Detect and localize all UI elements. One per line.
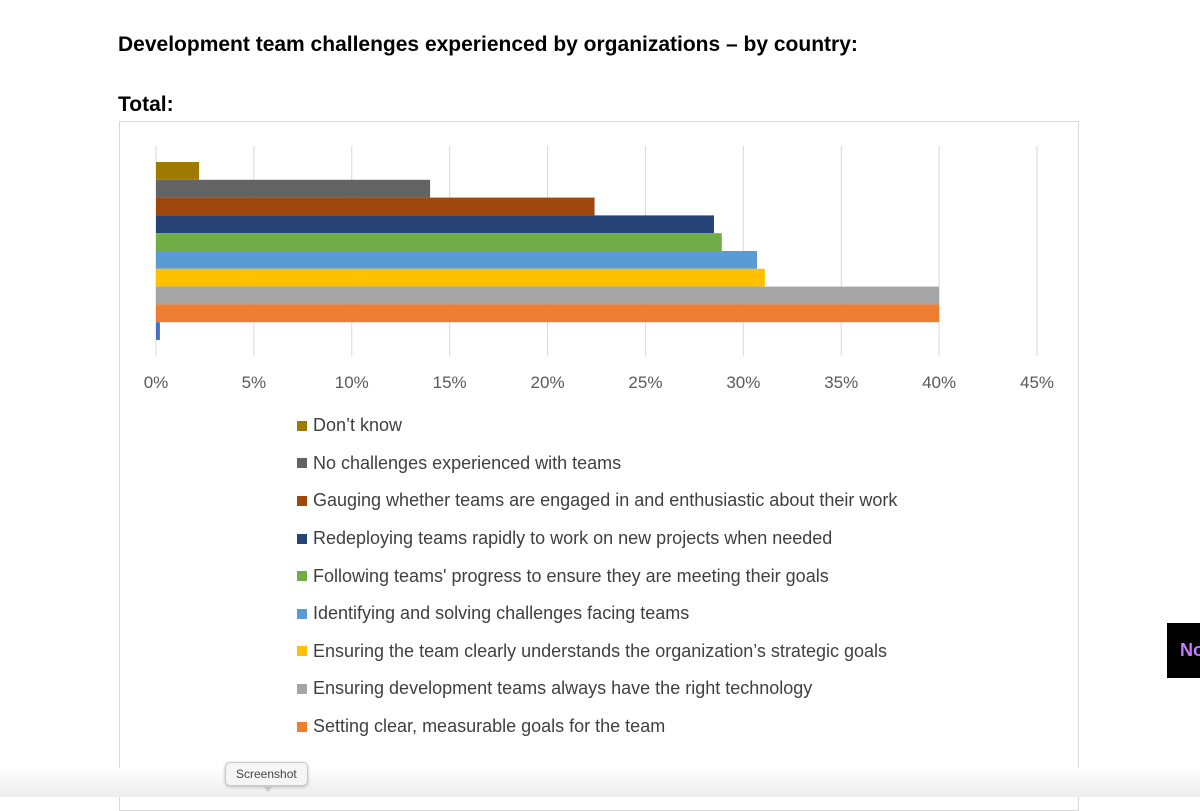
x-tick-label: 20%: [531, 373, 565, 392]
screenshot-tooltip: Screenshot: [225, 762, 308, 786]
x-tick-label: 15%: [433, 373, 467, 392]
chart-legend: Don’t know No challenges experienced with…: [297, 407, 897, 745]
bar: [156, 215, 714, 234]
legend-swatch: [297, 683, 307, 694]
legend-label: Following teams' progress to ensure they…: [313, 565, 829, 586]
legend-swatch: [297, 458, 307, 469]
legend-swatch: [297, 571, 307, 582]
tooltip-arrow: [262, 785, 274, 792]
legend-item: Gauging whether teams are engaged in and…: [297, 482, 897, 520]
legend-swatch: [297, 420, 307, 431]
bar: [156, 268, 765, 287]
legend-label: Don’t know: [313, 415, 403, 436]
side-widget-button[interactable]: No: [1167, 623, 1200, 678]
legend-swatch: [297, 646, 307, 657]
legend-item: No challenges experienced with teams: [297, 445, 897, 483]
legend-swatch: [297, 495, 307, 506]
bottom-toolbar: [0, 768, 1200, 797]
bar: [156, 179, 431, 198]
legend-item: Redeploying teams rapidly to work on new…: [297, 520, 897, 558]
bar-chart: 0% 5% 10% 15% 20% 25% 30% 35% 40% 45%: [144, 146, 1054, 392]
legend-item: Setting clear, measurable goals for the …: [297, 708, 897, 746]
legend-item: Identifying and solving challenges facin…: [297, 595, 897, 633]
chart-title: Development team challenges experienced …: [118, 33, 858, 56]
x-tick-label: 45%: [1020, 373, 1054, 392]
bar: [156, 251, 758, 269]
legend-swatch: [297, 533, 307, 544]
legend-swatch: [297, 721, 307, 732]
legend-item: Ensuring development teams always have t…: [297, 670, 897, 708]
legend-label: No challenges experienced with teams: [313, 452, 622, 473]
bar: [156, 197, 595, 216]
legend-swatch: [297, 608, 307, 619]
x-tick-label: 0%: [144, 373, 169, 392]
legend-label: Setting clear, measurable goals for the …: [313, 716, 666, 737]
x-tick-label: 10%: [335, 373, 369, 392]
legend-label: Redeploying teams rapidly to work on new…: [313, 528, 833, 549]
legend-item: Ensuring the team clearly understands th…: [297, 633, 897, 671]
x-tick-label: 25%: [628, 373, 662, 392]
legend-label: Ensuring the team clearly understands th…: [313, 640, 887, 661]
x-tick-label: 5%: [242, 373, 267, 392]
x-tick-label: 35%: [824, 373, 858, 392]
chart-subtitle: Total:: [118, 93, 174, 116]
legend-label: Identifying and solving challenges facin…: [313, 603, 690, 624]
bar: [156, 233, 722, 251]
x-tick-label: 40%: [922, 373, 956, 392]
legend-label: Ensuring development teams always have t…: [313, 678, 813, 699]
legend-item: Following teams' progress to ensure they…: [297, 557, 897, 595]
bar: [156, 162, 200, 180]
legend-item: Don’t know: [297, 407, 897, 445]
legend-label: Gauging whether teams are engaged in and…: [313, 490, 898, 511]
x-tick-label: 30%: [726, 373, 760, 392]
bar: [156, 322, 160, 340]
bar: [156, 304, 940, 323]
bar: [156, 286, 940, 305]
